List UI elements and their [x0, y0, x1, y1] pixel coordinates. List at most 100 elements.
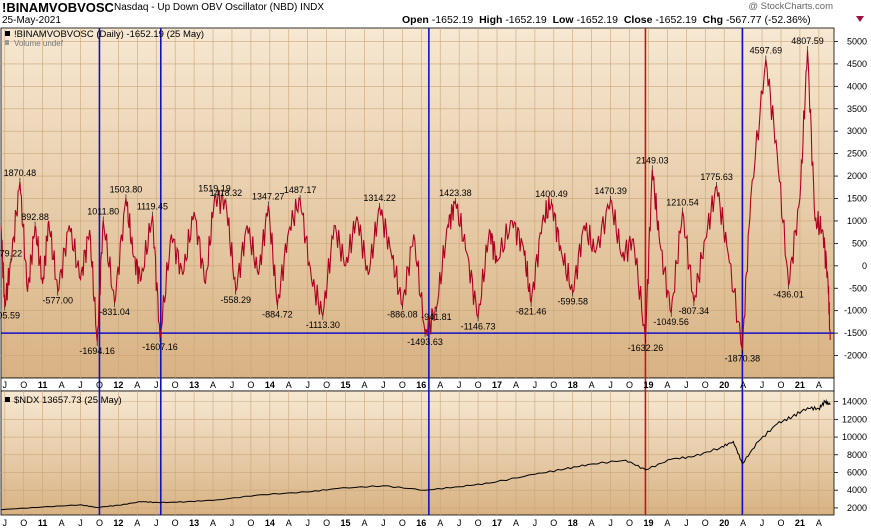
data-label: -1694.16	[79, 346, 115, 356]
xtick-label-top: J	[760, 380, 765, 390]
upper-ytick-label: 3500	[847, 104, 867, 114]
down-triangle-icon[interactable]	[856, 16, 864, 22]
watermark: @ StockCharts.com	[748, 1, 833, 12]
high-value: -1652.19	[505, 14, 547, 26]
xtick-label-bottom: J	[305, 518, 310, 528]
upper-ytick-label: -1500	[844, 328, 867, 338]
open-value: -1652.19	[431, 14, 474, 26]
legend-ndx: $NDX 13657.73 (25 May)	[14, 395, 122, 406]
upper-ytick-label: 1500	[847, 194, 867, 204]
xtick-label-bottom: O	[475, 518, 482, 528]
data-label: 1347.27	[252, 191, 285, 201]
xtick-label-bottom: O	[550, 518, 557, 528]
xtick-label-top: A	[816, 380, 822, 390]
symbol-description: Nasdaq - Up Down OBV Oscillator (NBD) IN…	[114, 2, 325, 13]
high-label: High	[479, 14, 503, 26]
lower-ytick-label: 6000	[847, 467, 867, 477]
xtick-label-top: J	[154, 380, 159, 390]
data-label: -436.01	[773, 289, 804, 299]
data-label: -1049.56	[653, 317, 689, 327]
lower-ytick-label: 2000	[847, 503, 867, 513]
data-label: -599.58	[557, 297, 588, 307]
xtick-label-bottom: A	[134, 518, 140, 528]
xtick-label-bottom: J	[760, 518, 765, 528]
data-label: 1870.48	[4, 168, 37, 178]
xtick-label-bottom: J	[78, 518, 83, 528]
xtick-label-bottom: 15	[341, 518, 351, 528]
data-label: -1493.63	[407, 337, 443, 347]
data-label: 2149.03	[636, 155, 669, 165]
xtick-label-bottom: O	[399, 518, 406, 528]
upper-ytick-label: 4500	[847, 59, 867, 69]
xtick-label-top: O	[777, 380, 784, 390]
data-label: -577.00	[43, 296, 74, 306]
upper-ytick-label: -2000	[844, 351, 867, 361]
xtick-label-bottom: O	[626, 518, 633, 528]
legend-oscillator: !BINAMVOBVOSC (Daily) -1652.19 (25 May)	[14, 29, 204, 40]
xtick-label-bottom: A	[664, 518, 670, 528]
ndx-price-line	[0, 398, 831, 511]
xtick-label-bottom: A	[210, 518, 216, 528]
xtick-label-bottom: J	[608, 518, 613, 528]
data-label: -807.34	[679, 306, 710, 316]
upper-ytick-label: 4000	[847, 81, 867, 91]
xtick-label-top: 13	[189, 380, 199, 390]
xtick-label-bottom: J	[684, 518, 689, 528]
data-label: -905.59	[0, 310, 20, 320]
data-label: 79.22	[0, 248, 22, 258]
xtick-label-bottom: O	[247, 518, 254, 528]
xtick-label-top: O	[20, 380, 27, 390]
xtick-label-bottom: A	[361, 518, 367, 528]
data-label: 1119.45	[137, 202, 168, 212]
legend-swatch-ndx	[5, 397, 10, 402]
xtick-label-top: O	[702, 380, 709, 390]
xtick-label-top: A	[210, 380, 216, 390]
xtick-label-top: O	[323, 380, 330, 390]
data-label: -1146.73	[461, 321, 496, 331]
data-label: 1314.22	[363, 193, 396, 203]
xtick-label-bottom: O	[20, 518, 27, 528]
data-label: -886.08	[387, 310, 418, 320]
lower-ytick-label: 12000	[842, 414, 867, 424]
lower-ytick-label: 4000	[847, 485, 867, 495]
xtick-label-bottom: J	[230, 518, 235, 528]
xtick-label-bottom: J	[533, 518, 538, 528]
xtick-label-top: 16	[416, 380, 426, 390]
upper-ytick-label: -500	[849, 283, 867, 293]
xtick-label-bottom: 21	[795, 518, 805, 528]
xtick-label-bottom: 20	[719, 518, 729, 528]
xtick-label-top: J	[533, 380, 538, 390]
xtick-label-top: A	[513, 380, 519, 390]
legend-swatch-volume	[5, 40, 9, 45]
lower-ytick-label: 8000	[847, 450, 867, 460]
xtick-label-bottom: O	[702, 518, 709, 528]
data-label: 1011.80	[87, 206, 119, 216]
xtick-label-bottom: J	[381, 518, 386, 528]
data-label: -1870.38	[725, 354, 761, 364]
xtick-label-bottom: J	[154, 518, 159, 528]
xtick-label-bottom: A	[437, 518, 443, 528]
xtick-label-top: J	[3, 380, 8, 390]
upper-ytick-label: 0	[862, 261, 867, 271]
upper-ytick-label: 2000	[847, 171, 867, 181]
legend-swatch-oscillator	[5, 31, 10, 36]
data-label: -821.46	[516, 307, 547, 317]
xtick-label-bottom: 17	[492, 518, 502, 528]
xtick-label-bottom: 12	[113, 518, 123, 528]
low-label: Low	[552, 14, 574, 26]
data-label: 4597.69	[750, 46, 783, 56]
close-label: Close	[623, 14, 653, 26]
data-label: -941.81	[421, 312, 452, 322]
xtick-label-top: J	[305, 380, 310, 390]
xtick-label-bottom: O	[172, 518, 179, 528]
chg-value: -567.77 (-52.36%)	[725, 14, 811, 26]
xtick-label-bottom: 19	[643, 518, 653, 528]
xtick-label-bottom: 11	[38, 518, 48, 528]
xtick-label-top: J	[381, 380, 386, 390]
chg-label: Chg	[702, 14, 724, 26]
data-label: -1607.16	[142, 342, 178, 352]
xtick-label-top: 21	[795, 380, 805, 390]
ohlc-readout: Open -1652.19 High -1652.19 Low -1652.19…	[402, 14, 811, 26]
xtick-label-top: 14	[265, 380, 275, 390]
